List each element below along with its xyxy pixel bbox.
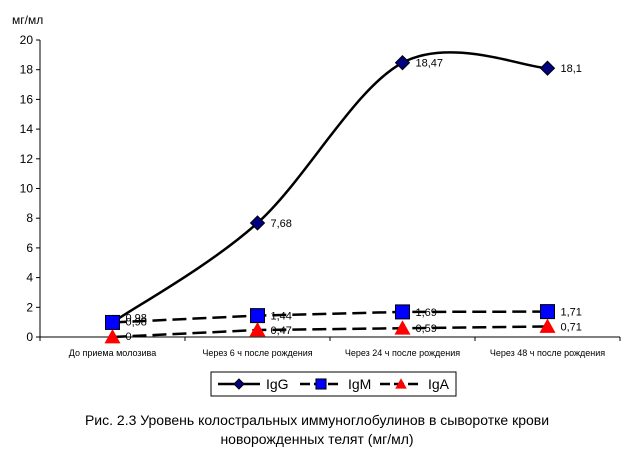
series-igm	[105, 304, 555, 330]
y-tick-label: 2	[26, 300, 33, 314]
y-tick-label: 18	[20, 63, 34, 77]
x-tick-label: Через 48 ч после рождения	[490, 348, 605, 358]
legend-marker-iga	[395, 378, 407, 389]
legend-label-iga: IgA	[428, 376, 450, 392]
data-point-iga	[104, 329, 121, 344]
y-tick-label: 10	[20, 182, 34, 196]
y-tick-label: 20	[20, 33, 34, 47]
data-label-igg: 0,98	[126, 312, 147, 324]
data-label-igm: 1,69	[416, 307, 437, 319]
legend-marker-igm	[315, 378, 327, 390]
series-line-igm	[112, 310, 548, 324]
data-label-igg: 18,1	[561, 63, 582, 75]
data-label-igm: 1,44	[271, 311, 292, 323]
axes	[39, 40, 620, 338]
series-layer	[104, 51, 556, 344]
data-label-iga: 0	[126, 331, 132, 343]
legend-label-igg: IgG	[266, 376, 289, 392]
data-labels: 0,98 7,68 18,47 18,1 0,98 1,44 1,69 1,71 0 0,47 0,…	[126, 58, 582, 343]
legend-marker-igg	[233, 378, 245, 390]
series-igg	[104, 51, 556, 331]
data-point-igm	[540, 304, 555, 320]
series-line-iga	[112, 325, 548, 339]
y-tick-label: 0	[26, 330, 33, 344]
series-iga	[104, 318, 556, 344]
y-ticks: 0 2 4 6 8 10 12 14 16 18 20	[20, 33, 40, 344]
data-label-iga: 0,59	[416, 323, 437, 335]
y-tick-label: 12	[20, 152, 34, 166]
y-tick-label: 14	[20, 122, 34, 136]
data-label-igg: 18,47	[416, 58, 444, 70]
x-tick-label: Через 6 ч после рождения	[202, 348, 312, 358]
data-point-iga	[394, 320, 411, 335]
x-tick-label: Через 24 ч после рождения	[345, 348, 460, 358]
data-point-igg	[394, 55, 411, 71]
data-label-igm: 0,98	[126, 316, 147, 328]
y-axis-label: мг/мл	[12, 13, 43, 27]
data-point-igg	[249, 215, 266, 231]
series-line-igg	[111, 51, 548, 324]
legend: IgG IgM IgA	[210, 371, 457, 397]
data-label-iga: 0,71	[561, 321, 582, 333]
caption-line-1: Рис. 2.3 Уровень колостральных иммуногло…	[84, 412, 550, 428]
y-tick-label: 6	[26, 241, 33, 255]
x-ticks: До приема молозива Через 6 ч после рожден…	[39, 337, 621, 358]
y-tick-label: 8	[26, 211, 33, 225]
figure-caption: Рис. 2.3 Уровень колостральных иммуногло…	[0, 411, 634, 449]
legend-label-igm: IgM	[348, 376, 371, 392]
data-point-iga	[539, 318, 556, 333]
y-tick-label: 4	[26, 271, 33, 285]
data-point-igm	[250, 308, 265, 324]
data-point-igm	[105, 314, 120, 330]
data-point-igm	[395, 304, 410, 320]
y-tick-label: 16	[20, 92, 34, 106]
data-point-igg	[539, 60, 556, 76]
data-point-iga	[249, 322, 266, 337]
data-label-iga: 0,47	[271, 325, 292, 337]
x-tick-label: До приема молозива	[69, 348, 156, 358]
data-label-igm: 1,71	[561, 307, 582, 319]
chart: мг/мл 0 2 4 6 8 10 12 14 16 18 20 До приема молози…	[12, 13, 621, 397]
caption-line-2: новорожденных телят (мг/мл)	[220, 431, 414, 447]
data-label-igg: 7,68	[271, 218, 292, 230]
